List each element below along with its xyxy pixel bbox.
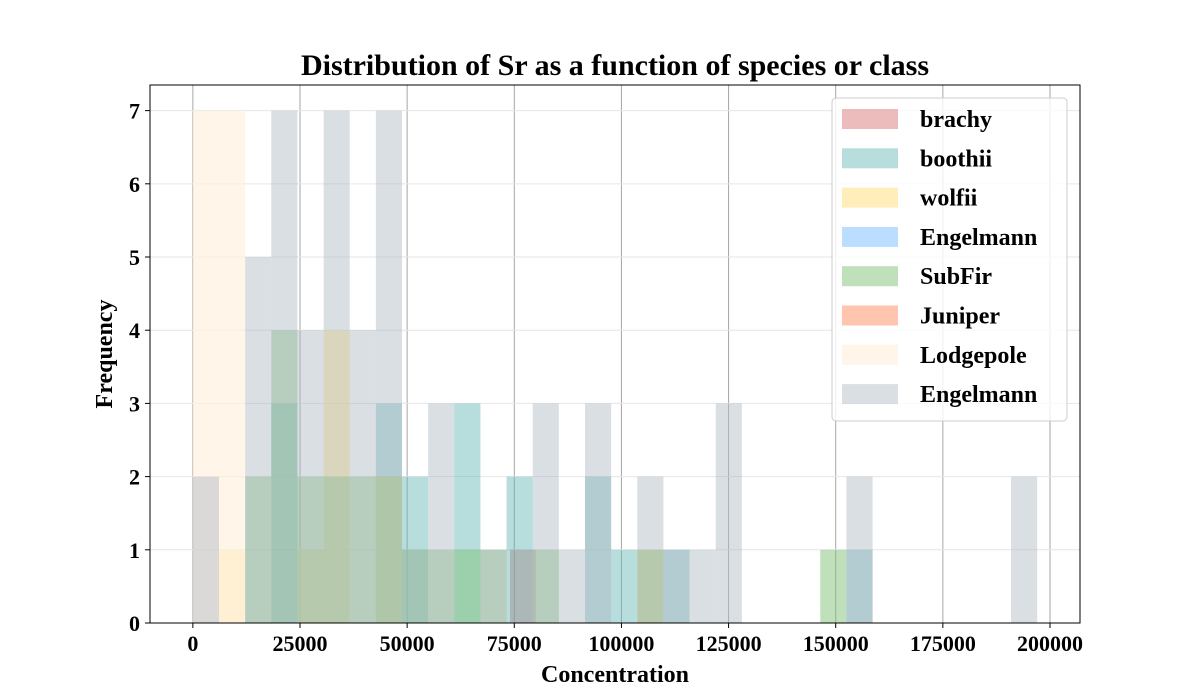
histogram-bar [297,476,324,623]
histogram-bar [245,257,272,623]
legend-label: brachy [920,107,992,133]
histogram-bar [349,330,376,623]
x-tick-label: 100000 [588,631,654,656]
histogram-bar [297,330,324,623]
x-tick-label: 175000 [910,631,976,656]
histogram-bar [663,549,690,623]
histogram-bar [689,549,716,623]
y-tick-label: 4 [129,318,140,343]
histogram-bars [192,110,1038,624]
y-axis-label: Frequency [92,300,118,409]
histogram-bar [480,549,507,623]
histogram-bar [428,403,455,623]
legend-label: Juniper [920,304,1000,330]
legend-swatch [842,187,898,208]
y-tick-label: 3 [129,391,140,416]
legend: brachy boothii wolfii Engelmann SubFir Junipe… [831,97,1068,422]
y-tick-label: 1 [129,538,140,563]
histogram-bar [402,549,429,623]
histogram-bar [271,330,298,623]
y-tick-label: 2 [129,465,140,490]
histogram-bar [1011,476,1038,623]
legend-label: wolfii [920,186,978,212]
legend-swatch [842,148,898,169]
y-tick-label: 0 [129,611,140,636]
legend-label: Lodgepole [920,343,1027,369]
chart-title: Distribution of Sr as a function of spec… [301,49,929,82]
legend-label: SubFir [920,264,992,290]
histogram-bar [637,476,664,623]
histogram-bar [506,476,533,623]
histogram-bar [715,403,742,623]
histogram-bar [663,549,690,623]
plot-frame [149,84,1081,624]
x-tick-label: 125000 [696,631,762,656]
x-axis-ticks: 0 25000 50000 75000 100000 125000 150000 175000… [187,623,1083,656]
histogram-bar [454,549,481,623]
legend-swatch [842,305,898,326]
y-tick-label: 7 [129,99,140,124]
legend-label: boothii [920,146,992,172]
x-tick-label: 50000 [380,631,435,656]
y-tick-label: 5 [129,245,140,270]
histogram-bar [219,110,246,624]
legend-label: Engelmann [920,382,1037,408]
histogram-bar [846,476,873,623]
histogram-bar [271,110,298,624]
legend-swatch [842,109,898,129]
histogram-bar [192,476,219,623]
histogram-bar [323,110,350,624]
legend-swatch [842,226,898,247]
x-tick-label: 0 [187,631,198,656]
histogram-bar [532,403,559,623]
histogram-bar [375,110,402,624]
histogram-bar [637,549,664,623]
histogram-bar [585,476,612,623]
y-axis-ticks: 0 1 2 3 4 5 6 7 [129,99,150,636]
histogram-bar [323,476,350,623]
x-axis-label: Concentration [541,662,689,688]
histogram-bar [558,549,585,623]
histogram-bar [611,549,638,623]
histogram-bar [510,549,536,623]
legend-swatch [842,344,898,365]
histogram-bar [402,549,429,623]
histogram-bar [192,110,219,624]
histogram-bar [820,549,847,623]
histogram-bar [532,549,559,623]
histogram-bar [846,549,873,623]
x-tick-label: 150000 [803,631,869,656]
legend-label: Engelmann [920,225,1037,251]
y-tick-label: 6 [129,172,140,197]
x-tick-label: 25000 [273,631,328,656]
legend-swatch [842,266,898,287]
histogram-bar [428,549,455,623]
x-tick-label: 200000 [1017,631,1083,656]
histogram-bar [585,403,612,623]
histogram-bar [480,549,507,623]
legend-swatch [842,384,898,405]
histogram-bar [245,476,272,623]
histogram-bar [375,476,402,623]
histogram-bar [349,476,376,623]
x-tick-label: 75000 [487,631,542,656]
legend-box [831,97,1068,422]
